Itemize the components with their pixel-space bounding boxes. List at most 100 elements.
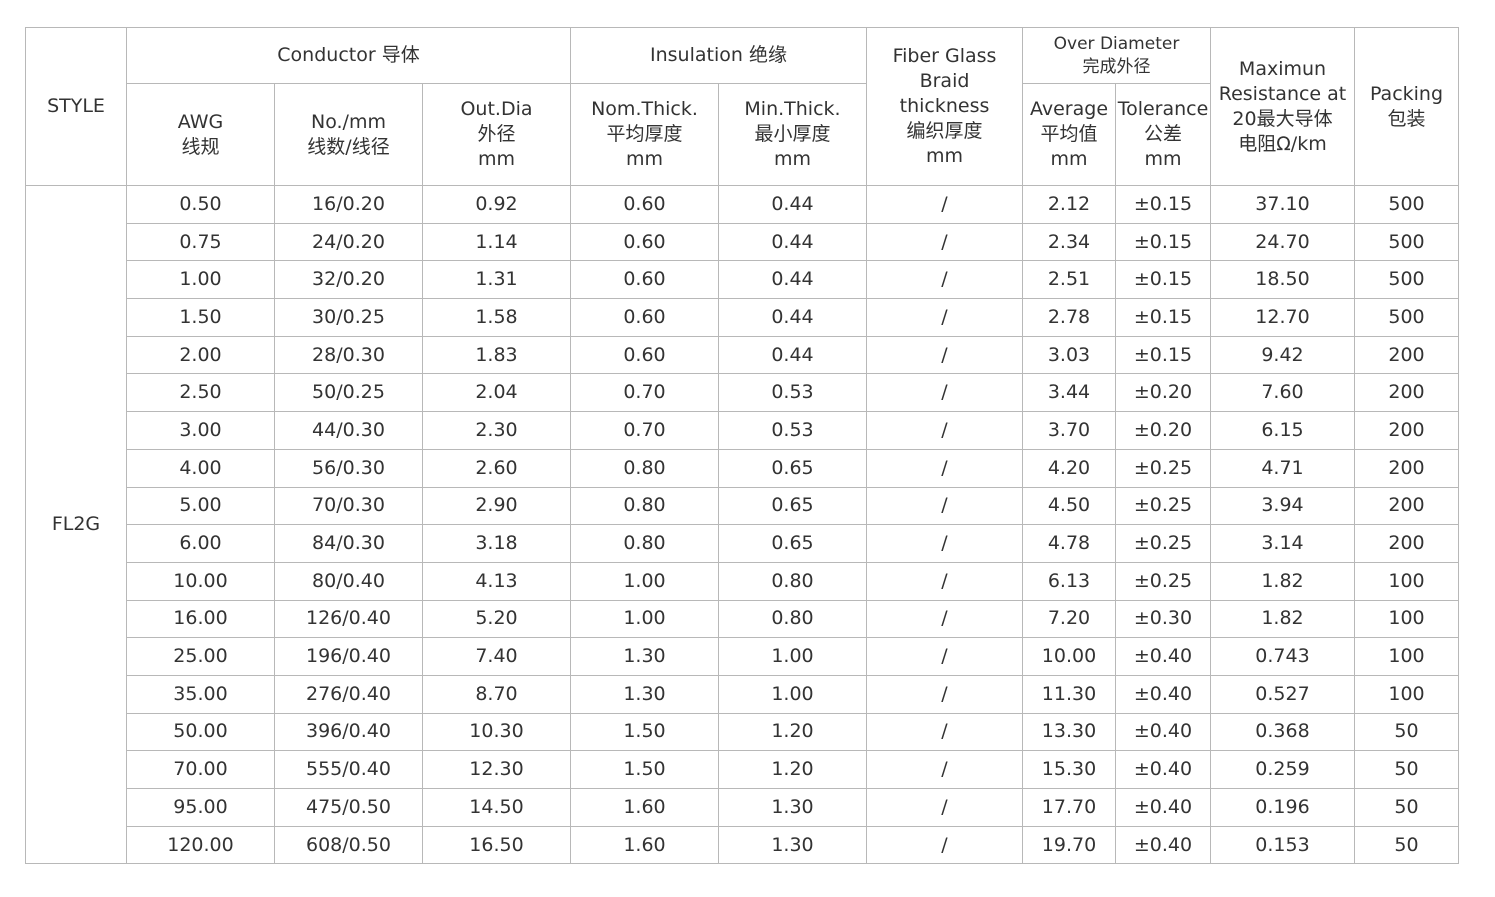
min-thick-cell: 0.80 (718, 561, 867, 601)
nom-thick-cell: 0.80 (570, 524, 719, 563)
awg-header: AWG 线规 (126, 83, 275, 186)
header-line: mm (1050, 148, 1088, 170)
resistance-cell: 6.15 (1210, 411, 1355, 450)
header-line: 包装 (1387, 107, 1426, 130)
fiber-glass-cell: / (866, 373, 1023, 413)
min-thick-cell: 0.44 (718, 260, 867, 300)
min-thick-cell: 0.44 (718, 185, 867, 224)
awg-cell: 1.50 (126, 298, 275, 337)
table-row: 2.00 28/0.30 1.83 0.60 0.44/3.03 ±0.15 9.42 200 (26, 335, 1459, 375)
no-mm-cell: 32/0.20 (274, 260, 423, 300)
out-dia-cell: 14.50 (422, 788, 571, 827)
nom-thick-cell: 0.80 (570, 486, 719, 526)
min-thick-cell: 1.20 (718, 712, 867, 752)
tolerance-header: Tolerance 公差 mm (1115, 83, 1211, 186)
fiber-glass-cell: / (866, 298, 1023, 337)
nom-thick-cell: 1.50 (570, 712, 719, 752)
fiber-glass-cell: / (866, 185, 1023, 224)
packing-cell: 50 (1354, 788, 1459, 827)
no-mm-cell: 56/0.30 (274, 448, 423, 488)
average-cell: 2.12 (1022, 185, 1116, 224)
min-thick-cell: 1.00 (718, 637, 867, 676)
no-mm-cell: 50/0.25 (274, 373, 423, 413)
table-row: 70.00 555/0.40 12.30 1.50 1.20/15.30 ±0.40 0.2… (26, 750, 1459, 789)
tolerance-cell: ±0.20 (1115, 411, 1211, 450)
header-line: Nom.Thick. (591, 98, 698, 120)
average-cell: 13.30 (1022, 712, 1116, 752)
fiber-glass-header: Fiber Glass Braid thickness 编织厚度 mm (866, 27, 1023, 186)
min-thick-cell: 0.44 (718, 222, 867, 262)
header-line: 公差 (1143, 123, 1182, 145)
table-row: 16.00 126/0.40 5.20 1.00 0.80/7.20 ±0.30 1.82 1… (26, 599, 1459, 639)
header-line: mm (925, 145, 964, 167)
tolerance-cell: ±0.20 (1115, 373, 1211, 413)
fiber-glass-cell: / (866, 260, 1023, 300)
table-row: 95.00 475/0.50 14.50 1.60 1.30/17.70 ±0.40 0.1… (26, 788, 1459, 827)
awg-cell: 10.00 (126, 561, 275, 601)
packing-cell: 200 (1354, 486, 1459, 526)
no-mm-cell: 28/0.30 (274, 335, 423, 375)
nom-thick-cell: 1.50 (570, 750, 719, 789)
resistance-cell: 24.70 (1210, 222, 1355, 262)
out-dia-cell: 12.30 (422, 750, 571, 789)
resistance-cell: 37.10 (1210, 185, 1355, 224)
header-line: thickness (899, 95, 990, 117)
resistance-cell: 0.527 (1210, 674, 1355, 714)
resistance-cell: 18.50 (1210, 260, 1355, 300)
awg-cell: 3.00 (126, 411, 275, 450)
nom-thick-cell: 1.60 (570, 825, 719, 865)
resistance-cell: 1.82 (1210, 599, 1355, 639)
awg-cell: 70.00 (126, 750, 275, 789)
out-dia-cell: 3.18 (422, 524, 571, 563)
header-line: 20最大导体 (1232, 107, 1333, 130)
fiber-glass-cell: / (866, 411, 1023, 450)
table-row: FL2G 0.50 16/0.20 0.92 0.60 0.44/2.12 ±0.15 37.… (25, 184, 1459, 865)
out-dia-cell: 1.14 (422, 222, 571, 262)
resistance-cell: 3.14 (1210, 524, 1355, 563)
min-thick-cell: 0.80 (718, 599, 867, 639)
packing-cell: 200 (1354, 411, 1459, 450)
header-line: 线数/线径 (307, 135, 390, 158)
packing-cell: 100 (1354, 561, 1459, 601)
packing-cell: 50 (1354, 825, 1459, 865)
tolerance-cell: ±0.15 (1115, 335, 1211, 375)
fiber-glass-cell: / (866, 788, 1023, 827)
out-dia-cell: 5.20 (422, 599, 571, 639)
tolerance-cell: ±0.15 (1115, 222, 1211, 262)
table-row: 120.00 608/0.50 16.50 1.60 1.30/19.70 ±0.40 0.… (26, 825, 1459, 865)
awg-cell: 120.00 (126, 825, 275, 865)
resistance-cell: 0.743 (1210, 637, 1355, 676)
header-line: Packing (1369, 82, 1444, 105)
no-mm-cell: 44/0.30 (274, 411, 423, 450)
tolerance-cell: ±0.30 (1115, 599, 1211, 639)
min-thick-cell: 0.65 (718, 486, 867, 526)
table-row: 5.00 70/0.30 2.90 0.80 0.65/4.50 ±0.25 3.94 200 (26, 486, 1459, 526)
packing-cell: 500 (1354, 222, 1459, 262)
packing-cell: 200 (1354, 524, 1459, 563)
no-mm-cell: 608/0.50 (274, 825, 423, 865)
fiber-glass-cell: / (866, 674, 1023, 714)
average-cell: 6.13 (1022, 561, 1116, 601)
awg-cell: 0.75 (126, 222, 275, 262)
out-dia-header: Out.Dia 外径 mm (422, 83, 571, 186)
header-line: AWG (177, 110, 224, 133)
table-row: 25.00 196/0.40 7.40 1.30 1.00/10.00 ±0.40 0.74… (26, 637, 1459, 676)
table-row: 50.00 396/0.40 10.30 1.50 1.20/13.30 ±0.40 0.3… (26, 712, 1459, 752)
table-row: 6.00 84/0.30 3.18 0.80 0.65/4.78 ±0.25 3.14 200 (26, 524, 1459, 563)
out-dia-cell: 16.50 (422, 825, 571, 865)
min-thick-cell: 1.00 (718, 674, 867, 714)
awg-cell: 1.00 (126, 260, 275, 300)
average-cell: 3.70 (1022, 411, 1116, 450)
fiber-glass-cell: / (866, 825, 1023, 865)
out-dia-cell: 1.31 (422, 260, 571, 300)
style-cell: FL2G (25, 184, 127, 865)
no-mm-cell: 555/0.40 (274, 750, 423, 789)
nom-thick-cell: 0.60 (570, 335, 719, 375)
nom-thick-cell: 0.80 (570, 448, 719, 488)
min-thick-cell: 0.53 (718, 373, 867, 413)
average-cell: 2.78 (1022, 298, 1116, 337)
resistance-cell: 0.368 (1210, 712, 1355, 752)
fiber-glass-cell: / (866, 486, 1023, 526)
header-line: 电阻Ω/km (1238, 132, 1327, 155)
fiber-glass-cell: / (866, 222, 1023, 262)
